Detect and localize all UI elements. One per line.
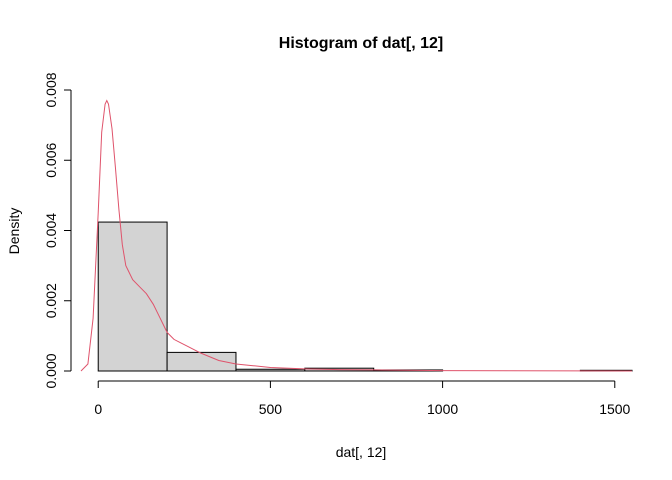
x-tick-label: 500 [259, 401, 283, 417]
x-tick-label: 1500 [599, 401, 630, 417]
y-axis-label: Density [6, 208, 22, 255]
y-tick-label: 0.004 [43, 213, 59, 248]
x-tick-label: 0 [94, 401, 102, 417]
y-tick-label: 0.008 [43, 72, 59, 107]
histogram-bar [235, 368, 306, 372]
density-curve-line [80, 99, 633, 372]
histogram-bar [166, 351, 237, 372]
y-axis: 0.000 0.002 0.004 0.006 0.008 [43, 72, 72, 389]
x-axis-label: dat[, 12] [336, 444, 387, 460]
chart-title: Histogram of dat[, 12] [279, 35, 443, 52]
histogram-bar [97, 221, 168, 372]
y-tick-label: 0.006 [43, 143, 59, 178]
x-axis: 0 500 1000 1500 [94, 380, 631, 417]
y-tick-label: 0.000 [43, 353, 59, 388]
x-tick-label: 1000 [427, 401, 458, 417]
y-tick-label: 0.002 [43, 283, 59, 318]
bars-group [97, 221, 633, 372]
density-curve-group [80, 99, 633, 372]
